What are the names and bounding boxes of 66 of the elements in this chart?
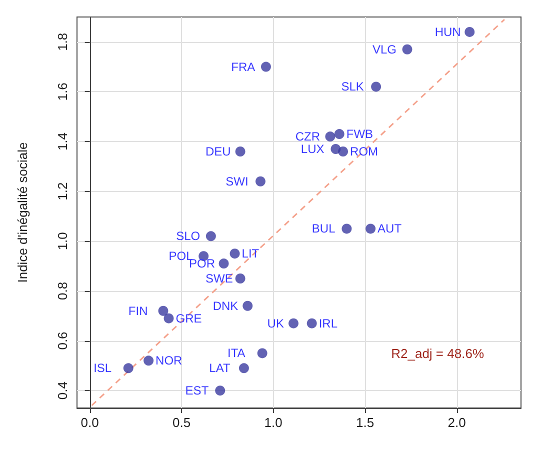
point (338, 146, 348, 156)
point (235, 146, 246, 156)
point (371, 82, 382, 92)
annotation: POR (188, 256, 216, 271)
y-tick-label: 0.8 (55, 282, 70, 300)
annotation: ISL (94, 361, 112, 376)
point (206, 231, 216, 242)
annotation: DNK (212, 298, 238, 313)
y-tick-label: 1.4 (55, 132, 70, 151)
annotation: NOR (156, 354, 183, 368)
annotation: LIT (242, 246, 260, 261)
point (325, 132, 336, 142)
annotation: FRA (231, 60, 256, 74)
x-tick-label: 1.5 (356, 415, 374, 430)
point (342, 224, 352, 234)
annotation: SLK (341, 80, 364, 94)
y-tick-label: 1.6 (55, 82, 70, 101)
x-tick-label: 0.5 (172, 415, 191, 430)
y-axis-title: Indice d'inégalité sociale (15, 142, 30, 283)
annotation: DEU (205, 144, 231, 158)
point (158, 306, 168, 316)
point (402, 44, 412, 54)
point (260, 62, 271, 72)
point (255, 176, 266, 186)
annotation: GRE (176, 311, 202, 326)
point (257, 348, 268, 358)
annotation: VLG (372, 42, 396, 56)
point (238, 363, 249, 374)
point (334, 129, 344, 140)
y-tick-label: 1.2 (55, 182, 70, 200)
annotation: LUX (300, 142, 324, 156)
annotation: FWB (346, 127, 374, 142)
point (235, 274, 246, 284)
annotation: ITA (228, 346, 246, 360)
point (144, 356, 154, 366)
y-tick-label: 0.4 (55, 382, 70, 400)
annotation: FIN (128, 304, 148, 318)
x-tick-label: 1.0 (264, 415, 282, 430)
annotation: ROM (350, 144, 378, 158)
y-tick-label: 1.0 (55, 232, 70, 250)
point (288, 318, 298, 328)
x-tick-label: 2.0 (448, 415, 466, 430)
y-tick-label: 1.8 (55, 32, 70, 51)
point (242, 300, 253, 311)
x-tick-label: 0.0 (80, 415, 99, 430)
annotation: SWE (205, 271, 233, 286)
annotation: IRL (318, 316, 338, 330)
point (464, 26, 475, 37)
point (366, 224, 376, 234)
point (306, 318, 317, 328)
annotation: EST (185, 384, 210, 398)
point (215, 386, 226, 396)
annotation: LAT (209, 361, 231, 376)
annotation: CZR (295, 130, 320, 144)
point (164, 313, 174, 324)
point (123, 363, 134, 374)
annotation: AUT (378, 222, 402, 236)
annotation: SWI (226, 174, 248, 188)
annotation: HUN (434, 24, 461, 39)
y-tick-label: 0.6 (55, 332, 70, 350)
point (230, 248, 240, 259)
annotation: SLO (176, 229, 200, 244)
annotation: BUL (312, 222, 336, 236)
point (218, 258, 229, 269)
annotation: R2_adj = 48.6% (391, 346, 484, 361)
annotation: UK (267, 316, 284, 330)
